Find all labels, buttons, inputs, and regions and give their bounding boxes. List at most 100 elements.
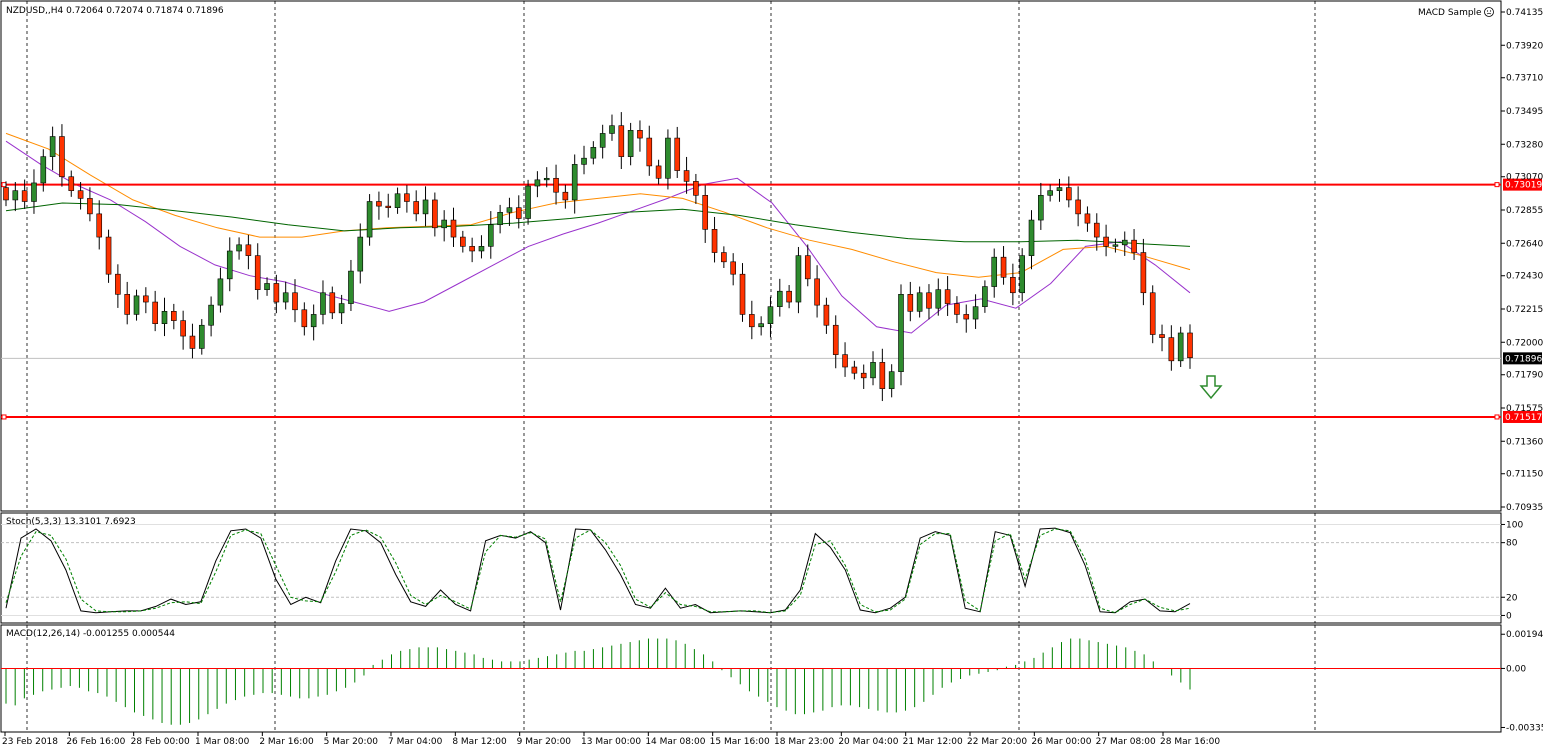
level-handle-right[interactable] [1494,182,1500,188]
bear-candle [124,294,130,315]
bull-candle [478,246,485,252]
bear-candle [96,213,103,238]
stoch-tick-label: 0 [1506,611,1512,621]
bear-candle [646,137,653,167]
bear-candle [77,190,84,199]
bull-candle [310,314,317,328]
level-handle-left[interactable] [1,414,7,420]
bear-candle [730,261,736,275]
bull-candle [226,250,233,280]
level-handle-right[interactable] [1494,414,1500,420]
time-tick-label: 28 Feb 00:00 [131,737,190,747]
bear-candle [879,362,886,389]
bear-candle [292,292,298,311]
bull-candle [543,177,550,181]
bull-candle [441,219,447,229]
bear-candle [3,187,9,201]
bear-candle [674,137,681,171]
bear-candle [1159,334,1165,338]
bear-candle [301,309,308,328]
bull-candle [264,283,270,290]
bear-candle [245,244,252,256]
bull-candle [982,286,988,307]
bull-candle [422,199,429,215]
bull-candle [898,294,904,372]
time-tick-label: 27 Mar 08:00 [1096,737,1156,747]
bull-candle [525,185,531,219]
bear-candle [21,190,28,202]
level-handle-left[interactable] [1,182,7,188]
time-tick-label: 18 Mar 23:00 [774,737,834,747]
price-tick-label: 0.72640 [1506,239,1543,249]
bear-candle [702,195,709,230]
bear-candle [59,136,65,178]
price-tick-label: 0.73280 [1506,140,1543,150]
bear-candle [68,176,75,191]
price-tick-label: 0.72000 [1506,338,1543,348]
bear-candle [786,290,792,303]
bull-candle [208,304,214,326]
macd-sample-badge: MACD Sample [1418,8,1482,18]
down-arrow-shape [1199,375,1223,400]
time-tick-label: 5 Mar 20:00 [324,737,379,747]
bull-candle [198,324,205,349]
panel-frames [0,0,1502,733]
bear-candle [963,314,970,320]
candlesticks [3,112,1193,402]
bull-candle [1056,187,1063,191]
bull-candle [590,147,597,159]
bull-candle [1121,239,1128,246]
time-tick-label: 13 Mar 00:00 [581,737,641,747]
macd-histogram [1,638,1501,725]
bear-candle [87,198,93,215]
macd-tick-label: 0.001945 [1506,630,1543,640]
time-tick-label: 14 Mar 08:00 [645,737,705,747]
down-arrow-icon [1199,375,1223,400]
stoch-signal-line [5,528,1191,614]
bear-candle [637,130,643,139]
horizontal-levels[interactable]: 0.73019 0.71517 0.71896 [1,178,1542,423]
bull-candle [991,256,998,287]
bear-candle [860,372,867,379]
bear-candle [1075,199,1081,215]
price-tick-label: 0.73070 [1506,173,1543,183]
bull-candle [31,182,37,202]
bear-candle [1010,276,1016,294]
bear-candle [814,278,820,306]
bull-candle [320,292,326,315]
bear-candle [1168,337,1175,362]
bear-candle [618,125,625,157]
bear-candle [1103,236,1109,247]
price-panel-frame [0,0,1502,512]
bear-candle [832,324,839,355]
bull-candle [1177,332,1184,362]
time-tick-label: 9 Mar 20:00 [517,737,572,747]
bear-candle [1000,256,1007,278]
price-axis: 0.74135 0.73920 0.73710 0.73495 0.73280 0.730… [1501,8,1543,513]
price-tick-label: 0.73710 [1506,74,1543,84]
time-tick-label: 28 Mar 16:00 [1160,737,1220,747]
bull-candle [776,290,783,307]
stoch-header: Stoch(5,3,3) 13.3101 7.6923 [6,517,136,527]
time-tick-label: 15 Mar 16:00 [710,737,770,747]
stoch-main-line [5,527,1191,614]
bear-candle [143,295,149,303]
bear-candle [562,191,569,201]
bull-candle [758,323,764,328]
time-tick-label: 2 Mar 16:00 [259,737,314,747]
indicator-axes: 100 80 20 0 0.001945 0.00 -0.003356 [1501,520,1543,733]
bear-candle [944,289,951,304]
bull-candle [888,371,895,389]
price-tick-label: 0.71150 [1506,470,1543,480]
grid-lines [26,1,1316,732]
time-tick-label: 7 Mar 04:00 [388,737,443,747]
time-tick-label: 21 Mar 12:00 [903,737,963,747]
bear-candle [105,236,112,275]
bull-candle [581,157,587,165]
bear-candle [254,255,261,290]
bear-candle [329,292,336,314]
bear-candle [469,246,475,252]
price-tick-label: 0.72215 [1506,305,1543,315]
